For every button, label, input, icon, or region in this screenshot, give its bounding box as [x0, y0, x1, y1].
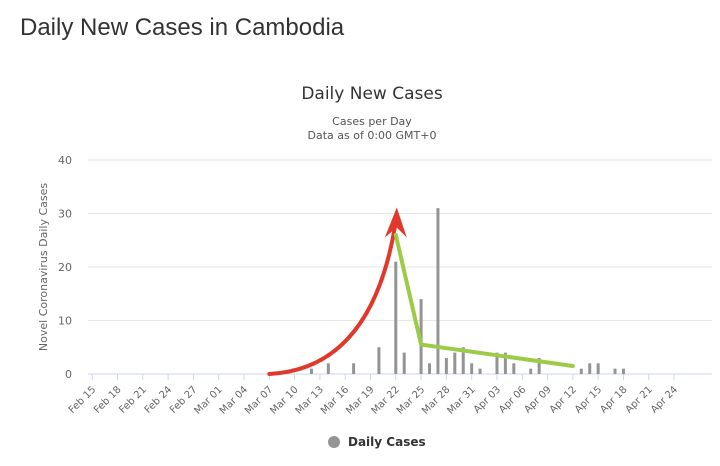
x-tick-label: Feb 18	[92, 384, 124, 416]
annotations	[267, 207, 575, 376]
x-tick-label: Mar 31	[445, 384, 477, 416]
bar[interactable]	[478, 368, 482, 374]
legend-marker	[328, 436, 340, 448]
y-axis-label: Novel Coronavirus Daily Cases	[37, 183, 50, 351]
arrow-curve	[267, 225, 397, 376]
y-tick-label: 30	[58, 208, 72, 221]
y-tick-label: 0	[65, 368, 72, 381]
bar[interactable]	[470, 363, 474, 374]
bar[interactable]	[537, 357, 541, 374]
x-tick-label: Feb 24	[143, 384, 175, 416]
bar[interactable]	[377, 347, 381, 374]
y-tick-label: 40	[58, 154, 72, 167]
bar[interactable]	[394, 261, 398, 374]
y-tick-label: 20	[58, 261, 72, 274]
x-tick-label: Feb 21	[117, 384, 149, 416]
bar[interactable]	[621, 368, 625, 374]
x-tick-label: Apr 03	[472, 384, 503, 415]
chart-title: Daily New Cases	[301, 84, 443, 104]
x-tick-label: Apr 06	[497, 384, 528, 415]
bar[interactable]	[309, 368, 313, 374]
bar[interactable]	[453, 352, 457, 374]
bar[interactable]	[352, 363, 356, 374]
bar[interactable]	[402, 352, 406, 374]
bars	[309, 208, 625, 374]
bar[interactable]	[495, 352, 499, 374]
y-tick-label: 10	[58, 315, 72, 328]
legend[interactable]: Daily Cases	[328, 435, 426, 449]
bar[interactable]	[503, 352, 507, 374]
legend-label: Daily Cases	[348, 435, 426, 449]
x-tick-label: Apr 09	[522, 384, 553, 415]
chart-subtitle-line-2: Data as of 0:00 GMT+0	[308, 129, 437, 142]
x-tick-label: Apr 21	[624, 384, 655, 415]
x-tick-label: Apr 18	[598, 384, 629, 415]
x-tick-label: Apr 24	[649, 384, 680, 415]
x-tick-label: Apr 12	[548, 384, 579, 415]
page-title: Daily New Cases in Cambodia	[20, 14, 345, 41]
bar[interactable]	[596, 363, 600, 374]
bar[interactable]	[436, 208, 440, 374]
x-tick-label: Feb 15	[67, 384, 99, 416]
bar[interactable]	[326, 363, 330, 374]
chart-subtitle-line-1: Cases per Day	[332, 115, 412, 128]
x-tick-label: Apr 15	[573, 384, 604, 415]
gridlines: 0 10 20 30 40	[58, 154, 712, 381]
bar[interactable]	[579, 368, 583, 374]
bar[interactable]	[461, 347, 465, 374]
bar[interactable]	[613, 368, 617, 374]
bar[interactable]	[512, 363, 516, 374]
bar[interactable]	[529, 368, 533, 374]
bar[interactable]	[444, 357, 448, 374]
bar[interactable]	[428, 363, 432, 374]
bar[interactable]	[588, 363, 592, 374]
arrow-head	[384, 207, 407, 238]
trend-line	[393, 232, 575, 368]
